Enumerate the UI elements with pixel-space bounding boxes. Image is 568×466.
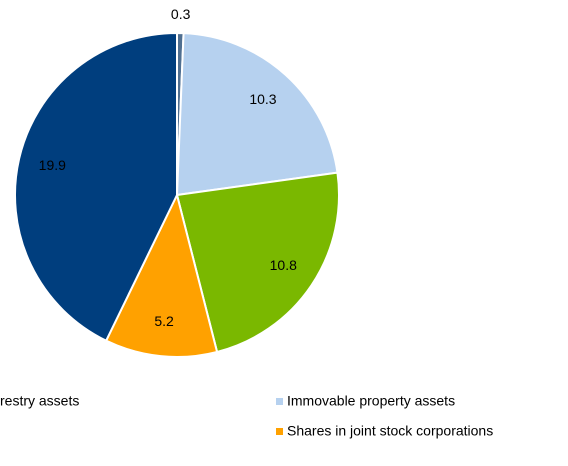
- legend-label: Immovable property assets: [287, 393, 455, 409]
- pie-slice: [175, 32, 339, 197]
- data-label: 10.8: [270, 257, 297, 273]
- legend-marker: [276, 398, 283, 405]
- pie-slice: [104, 192, 219, 358]
- data-label: 19.9: [39, 157, 66, 173]
- data-label: 5.2: [154, 313, 174, 329]
- data-label: 0.3: [171, 6, 191, 22]
- pie-slice: [14, 31, 178, 343]
- legend-label: restry assets: [0, 393, 79, 409]
- data-label: 10.3: [249, 91, 276, 107]
- legend-marker: [276, 428, 283, 435]
- pie-slice: [175, 171, 340, 354]
- legend-label: Shares in joint stock corporations: [287, 423, 493, 439]
